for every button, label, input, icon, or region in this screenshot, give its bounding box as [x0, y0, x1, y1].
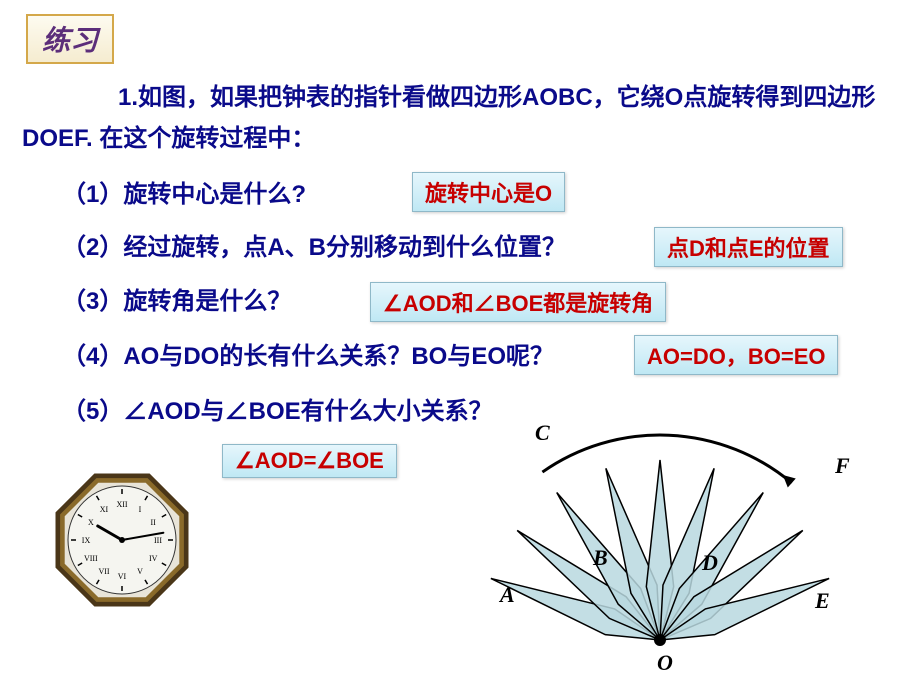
question-3: （3）旋转角是什么？	[62, 282, 291, 323]
answer-2: 点D和点E的位置	[654, 227, 843, 267]
svg-text:C: C	[535, 420, 550, 445]
question-4: （4）AO与DO的长有什么关系？BO与EO呢？	[62, 337, 554, 378]
svg-text:VII: VII	[98, 567, 109, 576]
answer-4: AO=DO，BO=EO	[634, 335, 838, 375]
svg-text:I: I	[139, 505, 142, 514]
svg-text:D: D	[701, 550, 718, 575]
answer-3: ∠AOD和∠BOE都是旋转角	[370, 282, 666, 322]
svg-text:E: E	[814, 588, 830, 613]
svg-text:VI: VI	[118, 572, 127, 581]
svg-text:XII: XII	[116, 500, 127, 509]
svg-text:F: F	[834, 453, 850, 478]
answer-1: 旋转中心是O	[412, 172, 565, 212]
rotation-diagram: C B A D F E O	[460, 395, 880, 675]
svg-text:III: III	[154, 536, 162, 545]
svg-text:II: II	[151, 518, 157, 527]
svg-text:IX: IX	[82, 536, 91, 545]
answer-5: ∠AOD=∠BOE	[222, 444, 397, 478]
svg-text:V: V	[137, 567, 143, 576]
exercise-title: 练习	[42, 25, 98, 56]
svg-text:XI: XI	[100, 505, 109, 514]
problem-intro: 1.如图，如果把钟表的指针看做四边形AOBC，它绕O点旋转得到四边形DOEF. …	[22, 78, 892, 160]
svg-text:A: A	[498, 582, 515, 607]
question-1: （1）旋转中心是什么?	[62, 175, 306, 216]
svg-text:X: X	[88, 518, 94, 527]
svg-text:O: O	[657, 650, 673, 675]
question-2: （2）经过旋转，点A、B分别移动到什么位置？	[62, 228, 566, 269]
svg-text:B: B	[592, 545, 608, 570]
question-5: （5）∠AOD与∠BOE有什么大小关系？	[62, 392, 493, 433]
svg-text:VIII: VIII	[84, 554, 98, 563]
exercise-title-box: 练习	[26, 14, 114, 64]
svg-text:IV: IV	[149, 554, 158, 563]
clock-illustration: XIIIIIIIIIVVVIVIIVIIIIXXXI	[47, 465, 197, 615]
